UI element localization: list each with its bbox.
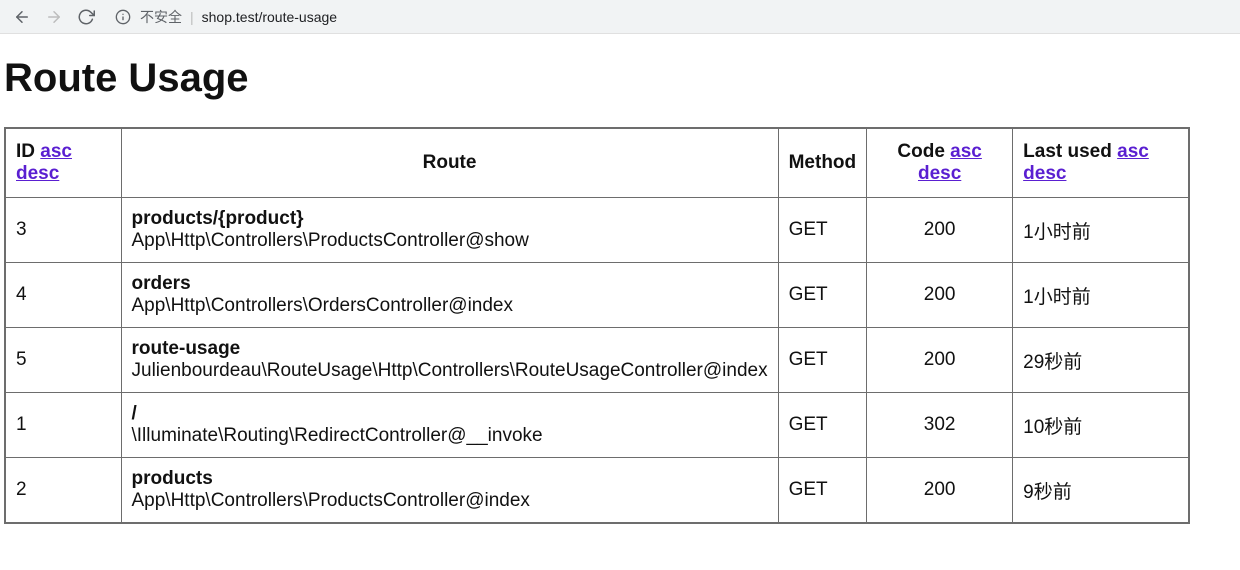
not-secure-label: 不安全	[140, 7, 182, 27]
cell-code: 200	[867, 263, 1013, 328]
cell-id: 5	[5, 328, 121, 393]
route-path: /	[132, 403, 768, 425]
route-path: orders	[132, 273, 768, 295]
back-icon[interactable]	[8, 3, 36, 31]
route-controller: App\Http\Controllers\ProductsController@…	[132, 230, 768, 252]
cell-id: 4	[5, 263, 121, 328]
cell-route: ordersApp\Http\Controllers\OrdersControl…	[121, 263, 778, 328]
sort-lastused-asc[interactable]: asc	[1117, 141, 1149, 162]
cell-id: 2	[5, 458, 121, 524]
cell-id: 1	[5, 393, 121, 458]
cell-last-used: 1小时前	[1013, 263, 1189, 328]
cell-method: GET	[778, 198, 867, 263]
cell-route: route-usageJulienbourdeau\RouteUsage\Htt…	[121, 328, 778, 393]
info-icon	[114, 8, 132, 26]
route-controller: App\Http\Controllers\OrdersController@in…	[132, 295, 768, 317]
route-path: products	[132, 468, 768, 490]
cell-route: products/{product}App\Http\Controllers\P…	[121, 198, 778, 263]
address-divider: |	[190, 9, 194, 25]
sort-id-asc[interactable]: asc	[40, 141, 72, 162]
route-controller: \Illuminate\Routing\RedirectController@_…	[132, 425, 768, 447]
col-header-id: ID asc desc	[5, 128, 121, 198]
cell-code: 302	[867, 393, 1013, 458]
table-header-row: ID asc desc Route Method Code asc desc L…	[5, 128, 1189, 198]
forward-icon	[40, 3, 68, 31]
sort-code-asc[interactable]: asc	[950, 141, 982, 162]
sort-code-desc[interactable]: desc	[918, 163, 961, 184]
col-header-code-label: Code	[897, 141, 945, 162]
col-header-lastused-label: Last used	[1023, 141, 1112, 162]
cell-method: GET	[778, 328, 867, 393]
reload-icon[interactable]	[72, 3, 100, 31]
route-controller: Julienbourdeau\RouteUsage\Http\Controlle…	[132, 360, 768, 382]
cell-method: GET	[778, 458, 867, 524]
cell-last-used: 1小时前	[1013, 198, 1189, 263]
cell-code: 200	[867, 198, 1013, 263]
route-path: route-usage	[132, 338, 768, 360]
table-row: 3products/{product}App\Http\Controllers\…	[5, 198, 1189, 263]
routes-table: ID asc desc Route Method Code asc desc L…	[4, 127, 1190, 524]
table-row: 4ordersApp\Http\Controllers\OrdersContro…	[5, 263, 1189, 328]
cell-method: GET	[778, 393, 867, 458]
cell-last-used: 10秒前	[1013, 393, 1189, 458]
cell-code: 200	[867, 458, 1013, 524]
cell-code: 200	[867, 328, 1013, 393]
col-header-lastused: Last used asc desc	[1013, 128, 1189, 198]
cell-route: /\Illuminate\Routing\RedirectController@…	[121, 393, 778, 458]
sort-lastused-desc[interactable]: desc	[1023, 163, 1066, 184]
col-header-method: Method	[778, 128, 867, 198]
cell-method: GET	[778, 263, 867, 328]
col-header-id-label: ID	[16, 141, 35, 162]
browser-chrome-bar: 不安全 | shop.test/route-usage	[0, 0, 1240, 34]
col-header-code: Code asc desc	[867, 128, 1013, 198]
route-path: products/{product}	[132, 208, 768, 230]
table-row: 1/\Illuminate\Routing\RedirectController…	[5, 393, 1189, 458]
sort-id-desc[interactable]: desc	[16, 163, 59, 184]
cell-route: productsApp\Http\Controllers\ProductsCon…	[121, 458, 778, 524]
table-row: 2productsApp\Http\Controllers\ProductsCo…	[5, 458, 1189, 524]
cell-last-used: 9秒前	[1013, 458, 1189, 524]
address-bar[interactable]: 不安全 | shop.test/route-usage	[114, 7, 337, 27]
page-content: Route Usage ID asc desc Route Method Cod…	[0, 56, 1240, 524]
routes-tbody: 3products/{product}App\Http\Controllers\…	[5, 198, 1189, 524]
cell-id: 3	[5, 198, 121, 263]
route-controller: App\Http\Controllers\ProductsController@…	[132, 490, 768, 512]
col-header-route: Route	[121, 128, 778, 198]
url-text: shop.test/route-usage	[202, 9, 337, 25]
page-title: Route Usage	[4, 56, 1236, 101]
cell-last-used: 29秒前	[1013, 328, 1189, 393]
table-row: 5route-usageJulienbourdeau\RouteUsage\Ht…	[5, 328, 1189, 393]
